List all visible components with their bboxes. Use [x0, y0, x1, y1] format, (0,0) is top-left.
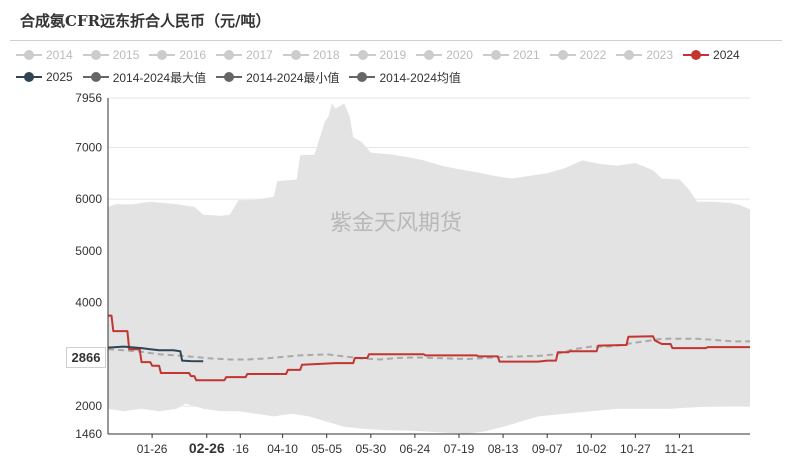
legend-item-2023[interactable]: 2023: [616, 48, 673, 62]
series-line-2025: [107, 345, 204, 363]
legend-item-2016[interactable]: 2016: [149, 48, 206, 62]
legend-item-2014-2024-[interactable]: 2014-2024均值: [349, 69, 461, 86]
legend-label: 2014-2024最小值: [246, 70, 340, 85]
legend-marker-icon: [616, 49, 643, 61]
legend-label: 2018: [312, 48, 340, 62]
legend-item-2019[interactable]: 2019: [349, 48, 407, 62]
legend-label: 2024: [713, 48, 740, 62]
series-line-2024: [108, 314, 750, 382]
legend-marker-icon: [282, 49, 309, 61]
legend-label: 2017: [246, 48, 273, 62]
legend-marker-icon: [549, 49, 576, 61]
legend-label: 2023: [646, 48, 674, 62]
y-tick-label: 5000: [75, 244, 102, 258]
legend-label: 2016: [179, 48, 207, 62]
legend-marker-icon: [149, 49, 176, 61]
y-tick-label: 7000: [75, 140, 102, 154]
legend-marker-icon: [82, 71, 109, 83]
x-tick-label: 10-27: [620, 442, 651, 456]
x-tick-label: 05-30: [355, 442, 386, 456]
legend-label: 2014-2024最大值: [112, 70, 207, 85]
y-tick-label: 2000: [75, 399, 102, 413]
legend-marker-icon: [482, 49, 509, 61]
legend-label: 2015: [112, 48, 140, 62]
legend-marker-icon: [16, 71, 42, 83]
x-tick-label: 07-19: [444, 442, 475, 456]
legend-marker-icon: [683, 49, 710, 61]
min-max-band: [108, 103, 750, 434]
legend-label: 2014: [46, 48, 73, 62]
watermark: 紫金天风期货: [330, 211, 462, 236]
legend-item-2017[interactable]: 2017: [216, 48, 273, 62]
x-tick-label: 01-26: [137, 442, 168, 456]
legend-item-2018[interactable]: 2018: [282, 48, 340, 62]
y-tick-label: 1460: [75, 427, 102, 441]
legend-label: 2019: [379, 48, 407, 62]
x-tick-label: 08-13: [488, 442, 519, 456]
x-tick-label: 10-02: [576, 442, 607, 456]
x-tick-label: 09-07: [532, 442, 563, 456]
legend-item-2021[interactable]: 2021: [482, 48, 540, 62]
legend-marker-icon: [16, 49, 42, 61]
x-tick-label-current: 02-26: [189, 440, 225, 456]
legend-item-2025[interactable]: 2025: [16, 70, 73, 84]
chart-title: 合成氨CFR远东折合人民币（元/吨）: [20, 12, 271, 30]
legend-item-2024[interactable]: 2024: [683, 48, 740, 62]
x-tick-label: 05-05: [311, 442, 342, 456]
series-line-mean: [107, 337, 750, 361]
legend-item-2014-2024-[interactable]: 2014-2024最大值: [82, 69, 207, 86]
x-tick-label: ·16: [232, 442, 250, 456]
legend-row-1: 2014 2015 2016 2017 2018 2019 2020 2021 2022 2023…: [16, 44, 786, 66]
legend-label: 2022: [579, 48, 607, 62]
y-tick-label: 6000: [75, 192, 102, 206]
x-tick-label: 06-24: [400, 442, 431, 456]
legend-item-2014-2024-[interactable]: 2014-2024最小值: [216, 69, 339, 86]
legend-marker-icon: [82, 49, 109, 61]
legend-label: 2021: [512, 48, 540, 62]
legend-item-2020[interactable]: 2020: [416, 48, 473, 62]
x-tick-label: 11-21: [665, 442, 695, 456]
legend-row-2: 2025 2014-2024最大值 2014-2024最小值 2014-2024均值: [16, 66, 786, 88]
legend-marker-icon: [216, 49, 243, 61]
x-tick-label: 04-10: [267, 442, 298, 456]
legend-marker-icon: [416, 49, 443, 61]
legend-item-2022[interactable]: 2022: [549, 48, 607, 62]
legend: 2014 2015 2016 2017 2018 2019 2020 2021 2022 2023…: [16, 44, 786, 88]
title-divider: [10, 40, 782, 41]
y-tick-label: 7956: [75, 91, 102, 105]
legend-marker-icon: [349, 49, 376, 61]
legend-marker-icon: [216, 71, 243, 83]
legend-marker-icon: [349, 71, 376, 83]
legend-label: 2020: [446, 48, 473, 62]
legend-label: 2025: [46, 70, 73, 84]
legend-item-2014[interactable]: 2014: [16, 48, 73, 62]
legend-label: 2014-2024均值: [379, 70, 461, 85]
y-tick-label: 4000: [75, 296, 102, 310]
legend-item-2015[interactable]: 2015: [82, 48, 140, 62]
current-value-label: 2866: [66, 347, 106, 368]
